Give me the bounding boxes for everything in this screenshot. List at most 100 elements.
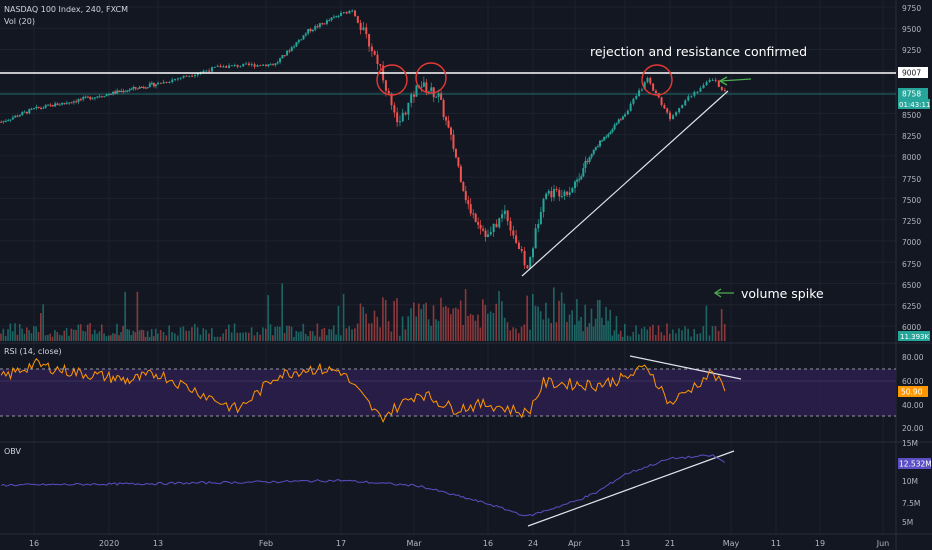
price-candle — [130, 87, 133, 91]
volume-bar — [272, 335, 274, 341]
time-tick-jun: Jun — [876, 539, 890, 548]
volume-bar — [632, 331, 635, 341]
volume-bar — [442, 306, 445, 341]
candle-body — [646, 77, 649, 83]
candle-body — [435, 96, 438, 98]
volume-bar — [93, 329, 96, 341]
obv-tick-15m: 15M — [902, 439, 918, 448]
volume-bar — [566, 321, 568, 341]
volume-bar — [454, 307, 457, 341]
candle-body — [370, 46, 373, 52]
rsi-axis[interactable]: 80.00 60.00 40.00 20.00 — [902, 353, 924, 433]
rsi-trendline[interactable] — [629, 355, 742, 380]
price-candle — [2, 120, 5, 124]
price-candle — [714, 77, 717, 83]
volume-bar — [345, 328, 348, 341]
volume-value-label: 11.393K — [900, 333, 929, 341]
price-trendline[interactable] — [521, 90, 729, 277]
volume-bar — [4, 335, 7, 341]
candle-body — [84, 96, 87, 98]
rsi-label: RSI (14, close) — [4, 347, 62, 356]
candle-body — [130, 88, 133, 90]
volume-bar — [410, 308, 412, 341]
time-axis[interactable]: 16 2020 13 Feb 17 Mar 16 24 Apr 13 21 Ma… — [29, 539, 889, 548]
volume-bar — [537, 306, 539, 341]
price-candle — [89, 96, 92, 101]
volume-bar — [233, 323, 236, 341]
candle-body — [594, 147, 597, 150]
volume-bar — [300, 331, 302, 341]
candle-body — [498, 218, 501, 228]
price-candle — [144, 86, 147, 90]
price-candle — [477, 217, 480, 229]
volume-bar — [142, 330, 145, 341]
candle-body — [401, 112, 404, 122]
rejection-circle-2[interactable] — [415, 62, 447, 94]
volume-bar — [711, 326, 714, 341]
volume-bar — [162, 332, 165, 341]
candle-body — [116, 90, 119, 94]
volume-bar — [256, 331, 259, 341]
obv-axis[interactable]: 15M 10M 7.5M 5M — [902, 439, 920, 527]
price-tick-8500: 8500 — [902, 111, 921, 120]
price-candle — [150, 80, 153, 86]
rejection-circle-1[interactable] — [376, 64, 408, 96]
price-candle — [613, 122, 616, 131]
candle-body — [629, 103, 632, 111]
price-candle — [547, 189, 550, 196]
candle-body — [323, 23, 326, 25]
candle-body — [672, 115, 675, 120]
price-candle — [550, 186, 553, 202]
price-candle — [262, 63, 265, 66]
price-candle — [526, 264, 529, 269]
volume-bar — [148, 336, 151, 341]
volume-bar — [37, 331, 40, 341]
candle-body — [245, 63, 248, 65]
price-candle — [16, 114, 19, 118]
price-candle — [174, 78, 177, 82]
candle-body — [684, 100, 687, 106]
resistance-price-label: 9007 — [902, 69, 921, 78]
candle-body — [18, 115, 21, 117]
volume-bar — [11, 331, 14, 341]
candle-body — [225, 66, 228, 68]
candle-body — [61, 102, 64, 105]
price-candle — [396, 107, 399, 127]
price-candle — [649, 76, 652, 86]
price-candle — [79, 97, 82, 102]
volume-bar — [33, 326, 35, 341]
volume-bar — [302, 323, 305, 341]
price-candle — [168, 81, 171, 84]
volume-label: Vol (20) — [4, 17, 35, 26]
candle-body — [337, 15, 340, 17]
rejection-circle-3[interactable] — [641, 64, 673, 96]
price-candle — [594, 146, 597, 152]
volume-bar — [576, 299, 578, 341]
volume-bar — [152, 336, 155, 341]
candle-body — [148, 83, 151, 88]
candle-body — [37, 106, 40, 108]
volume-bar — [393, 300, 395, 341]
obv-trendline[interactable] — [527, 450, 735, 527]
volume-bar — [51, 336, 54, 341]
candle-body — [445, 116, 448, 121]
rsi-value-label: 50.90 — [901, 388, 923, 397]
price-candle — [566, 191, 569, 198]
candle-body — [0, 121, 3, 123]
price-candle — [601, 139, 604, 142]
candle-body — [558, 190, 561, 197]
candle-body — [501, 214, 504, 219]
candle-body — [168, 81, 171, 83]
price-axis[interactable]: 9750 9500 9250 8500 8250 8000 7750 7500 … — [902, 4, 921, 332]
price-candle — [269, 62, 272, 66]
volume-bar — [705, 305, 708, 341]
price-candle — [7, 118, 10, 122]
candle-body — [489, 231, 492, 235]
volume-bar — [635, 325, 637, 341]
price-candle — [611, 127, 614, 134]
volume-bar — [539, 311, 542, 341]
price-candle — [337, 14, 340, 19]
price-candle — [356, 15, 359, 24]
volume-bar — [182, 326, 185, 341]
